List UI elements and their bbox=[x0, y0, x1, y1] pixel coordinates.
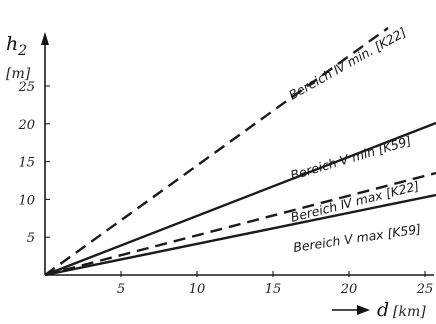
y-axis-label: h2 bbox=[6, 33, 27, 59]
series-label-4: Bereich Ⅴ max [K59] bbox=[292, 221, 422, 255]
x-tick-label: 20 bbox=[340, 282, 358, 297]
series-label-1: Bereich Ⅳ min. [K22] bbox=[286, 24, 409, 102]
x-tick-label: 15 bbox=[265, 282, 282, 297]
series-line-4 bbox=[44, 193, 436, 277]
x-tick-label: 10 bbox=[189, 282, 206, 297]
labels: h2 [m] d [km] bbox=[6, 33, 426, 321]
x-tick-label: 25 bbox=[416, 282, 434, 297]
series-line-1 bbox=[44, 27, 389, 276]
ticks: 5 10 15 20 25 5 10 15 20 25 bbox=[17, 80, 433, 297]
y-tick-label: 20 bbox=[17, 118, 35, 133]
series-line-2 bbox=[44, 121, 436, 277]
x-axis-label-arrow-icon bbox=[357, 305, 370, 315]
y-tick-label: 5 bbox=[27, 231, 35, 246]
x-axis-label-group: d [km] bbox=[332, 299, 426, 321]
y-tick-label: 25 bbox=[17, 80, 35, 95]
x-axis-unit: [km] bbox=[393, 304, 426, 320]
series-labels: Bereich Ⅳ min. [K22] Bereich Ⅴ min [K59] B… bbox=[286, 24, 422, 255]
series-line-3 bbox=[44, 171, 436, 277]
y-tick-label: 15 bbox=[18, 156, 35, 171]
y-tick-label: 10 bbox=[18, 193, 35, 208]
x-tick-label: 5 bbox=[117, 282, 125, 297]
series-label-2: Bereich Ⅴ min [K59] bbox=[289, 133, 413, 183]
axes bbox=[41, 32, 434, 276]
y-axis-arrow bbox=[41, 32, 49, 45]
y-axis-unit: [m] bbox=[6, 66, 31, 82]
x-axis-label: d bbox=[377, 299, 389, 321]
series-lines bbox=[44, 27, 436, 277]
